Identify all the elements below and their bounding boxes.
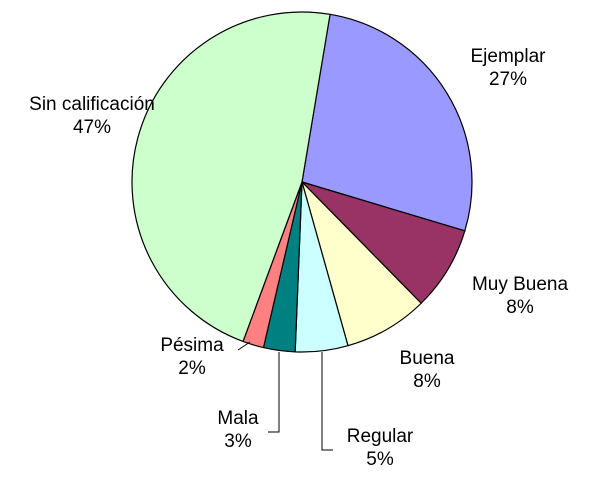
slice-label: Buena 8% xyxy=(377,347,477,393)
slice-label: Regular 5% xyxy=(330,425,430,471)
category-name: Ejemplar xyxy=(470,46,546,67)
slice-label: Sin calificación 47% xyxy=(27,93,157,139)
category-name: Buena xyxy=(399,348,455,369)
slice-label: Muy Buena 8% xyxy=(450,273,589,319)
category-name: Mala xyxy=(217,408,259,429)
value-label: 47% xyxy=(72,117,112,138)
category-name: Sin calificación xyxy=(29,94,155,115)
value-label: 5% xyxy=(366,449,394,470)
slice-label: Mala 3% xyxy=(198,407,278,453)
leader-line xyxy=(237,341,251,351)
slice xyxy=(131,11,331,343)
leader-line xyxy=(321,352,333,451)
value-label: 27% xyxy=(488,69,528,90)
value-label: 8% xyxy=(413,371,441,392)
category-name: Regular xyxy=(346,426,414,447)
value-label: 8% xyxy=(506,297,534,318)
value-label: 2% xyxy=(178,358,206,379)
value-label: 3% xyxy=(224,431,252,452)
slices xyxy=(131,11,473,353)
leader-line xyxy=(268,352,280,433)
slice-label: Ejemplar 27% xyxy=(448,45,568,91)
category-name: Muy Buena xyxy=(471,274,569,295)
slice xyxy=(301,13,473,232)
category-name: Pésima xyxy=(160,335,224,356)
slice-label: Pésima 2% xyxy=(147,334,237,380)
